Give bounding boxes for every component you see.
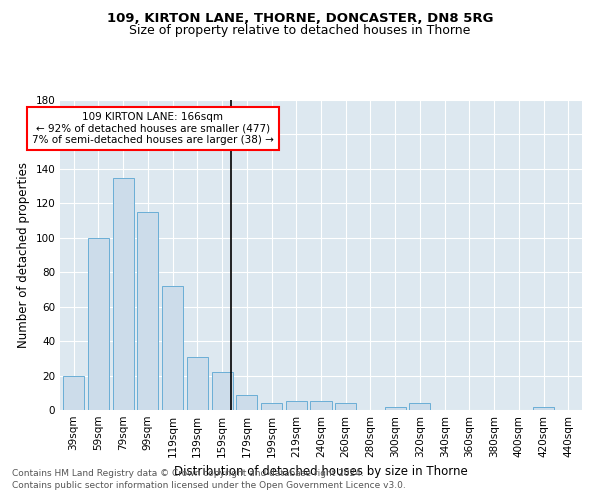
Y-axis label: Number of detached properties: Number of detached properties xyxy=(17,162,30,348)
Bar xyxy=(261,403,282,410)
Bar xyxy=(162,286,183,410)
Bar xyxy=(533,406,554,410)
Bar xyxy=(187,356,208,410)
Bar xyxy=(137,212,158,410)
Bar xyxy=(286,402,307,410)
Bar xyxy=(385,406,406,410)
Bar xyxy=(212,372,233,410)
Text: 109, KIRTON LANE, THORNE, DONCASTER, DN8 5RG: 109, KIRTON LANE, THORNE, DONCASTER, DN8… xyxy=(107,12,493,26)
Bar xyxy=(409,403,430,410)
Bar xyxy=(335,403,356,410)
Text: 109 KIRTON LANE: 166sqm
← 92% of detached houses are smaller (477)
7% of semi-de: 109 KIRTON LANE: 166sqm ← 92% of detache… xyxy=(32,112,274,146)
Text: Contains HM Land Registry data © Crown copyright and database right 2024.: Contains HM Land Registry data © Crown c… xyxy=(12,468,364,477)
Bar xyxy=(88,238,109,410)
X-axis label: Distribution of detached houses by size in Thorne: Distribution of detached houses by size … xyxy=(174,466,468,478)
Bar xyxy=(310,402,332,410)
Bar xyxy=(236,394,257,410)
Text: Size of property relative to detached houses in Thorne: Size of property relative to detached ho… xyxy=(130,24,470,37)
Text: Contains public sector information licensed under the Open Government Licence v3: Contains public sector information licen… xyxy=(12,481,406,490)
Bar xyxy=(113,178,134,410)
Bar xyxy=(63,376,84,410)
